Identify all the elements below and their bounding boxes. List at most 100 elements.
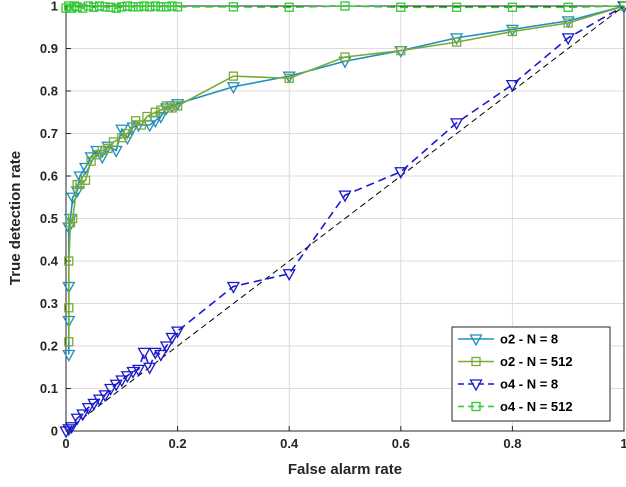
data-point xyxy=(161,2,172,12)
series-line xyxy=(65,5,625,432)
data-point xyxy=(104,383,118,396)
data-point xyxy=(148,347,162,360)
data-point xyxy=(64,422,79,435)
legend-swatch-marker xyxy=(471,356,481,367)
data-point xyxy=(156,2,166,12)
legend-swatch-marker xyxy=(471,401,481,412)
y-tick-label: 0.5 xyxy=(40,211,58,226)
data-point xyxy=(143,362,157,375)
data-point xyxy=(167,103,177,113)
series-4 xyxy=(61,1,626,13)
data-point xyxy=(87,398,101,411)
data-point xyxy=(72,2,82,12)
data-point xyxy=(94,1,105,11)
data-point xyxy=(122,128,133,139)
data-point xyxy=(137,347,151,360)
legend-label: o4 - N = 512 xyxy=(500,399,573,414)
data-point xyxy=(64,337,74,347)
data-point xyxy=(92,394,107,407)
data-point xyxy=(154,111,168,124)
data-point xyxy=(228,2,239,12)
data-point xyxy=(150,1,160,11)
data-point xyxy=(90,145,104,158)
data-point xyxy=(172,101,183,111)
x-tick-label: 0.8 xyxy=(503,436,521,451)
data-point xyxy=(145,2,155,12)
data-point xyxy=(105,2,116,12)
data-point xyxy=(139,1,149,11)
y-tick-label: 0.7 xyxy=(40,126,58,141)
legend-box xyxy=(451,326,611,422)
legend-label: o2 - N = 512 xyxy=(500,354,573,369)
data-point xyxy=(109,379,123,392)
data-point xyxy=(128,2,138,12)
data-point xyxy=(59,426,73,439)
data-point xyxy=(126,366,140,379)
y-tick-label: 1 xyxy=(51,0,58,14)
data-point xyxy=(136,120,146,130)
series-3 xyxy=(59,1,626,439)
data-point xyxy=(131,364,146,377)
data-point xyxy=(619,1,626,11)
data-point xyxy=(117,2,127,12)
data-point xyxy=(284,2,294,12)
data-point xyxy=(154,349,168,362)
data-point xyxy=(64,303,74,313)
y-tick-label: 0.8 xyxy=(40,84,58,99)
data-point xyxy=(165,332,179,345)
data-point xyxy=(451,2,462,12)
series-2 xyxy=(64,1,626,347)
data-point xyxy=(133,2,144,12)
legend-label: o2 - N = 8 xyxy=(500,332,558,347)
data-point xyxy=(86,156,96,166)
y-tick-label: 0.3 xyxy=(40,296,58,311)
legend: o2 - N = 8 o2 - N = 512 o4 - N = 8 o4 - N =… xyxy=(451,326,611,422)
data-point xyxy=(95,152,109,165)
data-point xyxy=(228,71,239,81)
x-tick-label: 0.6 xyxy=(392,436,410,451)
data-point xyxy=(62,349,76,362)
data-point xyxy=(100,2,110,12)
x-tick-label: 1 xyxy=(620,436,626,451)
data-point xyxy=(120,371,134,384)
x-tick-label: 0.4 xyxy=(280,436,299,451)
data-point xyxy=(73,171,87,184)
data-point xyxy=(103,143,113,154)
data-point xyxy=(171,326,185,339)
data-point xyxy=(340,52,350,62)
data-point xyxy=(394,167,408,180)
x-tick-label: 0.2 xyxy=(169,436,187,451)
data-point xyxy=(340,1,350,11)
data-point xyxy=(396,45,406,56)
series-line xyxy=(67,5,625,342)
y-tick-label: 0.1 xyxy=(40,381,58,396)
data-point xyxy=(563,2,573,12)
data-point xyxy=(282,269,296,282)
y-tick-label: 0.2 xyxy=(40,339,58,354)
data-point xyxy=(97,145,107,156)
data-point xyxy=(172,2,183,12)
data-point xyxy=(450,33,464,46)
x-tick-label: 0 xyxy=(62,436,69,451)
legend-swatch-marker xyxy=(469,334,483,347)
tick-labels: 0 0.2 0.4 0.6 0.8 1 0 0.1 0.2 0.3 0.4 0.5 0.6 0.7 0.8 0… xyxy=(40,0,626,451)
data-point xyxy=(62,424,76,437)
data-point xyxy=(83,1,93,11)
data-point xyxy=(226,82,240,95)
series-1 xyxy=(62,1,626,362)
series-line xyxy=(67,5,625,355)
data-point xyxy=(78,3,88,13)
data-point xyxy=(161,101,172,111)
data-point xyxy=(505,79,519,92)
data-point xyxy=(150,107,160,117)
data-point xyxy=(89,2,99,12)
data-point xyxy=(111,3,121,13)
legend-label: o4 - N = 8 xyxy=(500,377,558,392)
data-point xyxy=(561,33,575,46)
data-point xyxy=(507,26,518,37)
data-point xyxy=(66,3,77,13)
data-point xyxy=(451,37,462,47)
y-tick-label: 0.4 xyxy=(40,254,59,269)
data-point xyxy=(563,18,573,28)
